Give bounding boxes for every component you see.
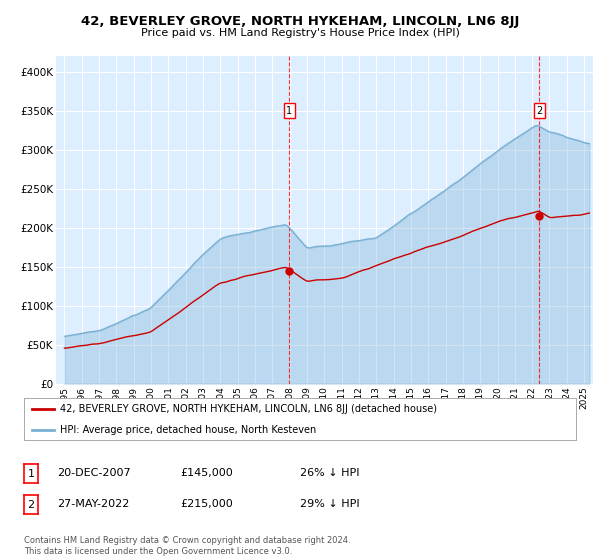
Text: HPI: Average price, detached house, North Kesteven: HPI: Average price, detached house, Nort…: [60, 426, 316, 435]
Text: 1: 1: [28, 469, 34, 479]
Text: 20-DEC-2007: 20-DEC-2007: [57, 468, 131, 478]
Text: 27-MAY-2022: 27-MAY-2022: [57, 499, 130, 509]
Text: 2: 2: [536, 106, 542, 115]
Text: 42, BEVERLEY GROVE, NORTH HYKEHAM, LINCOLN, LN6 8JJ (detached house): 42, BEVERLEY GROVE, NORTH HYKEHAM, LINCO…: [60, 404, 437, 414]
Text: 29% ↓ HPI: 29% ↓ HPI: [300, 499, 359, 509]
Text: 42, BEVERLEY GROVE, NORTH HYKEHAM, LINCOLN, LN6 8JJ: 42, BEVERLEY GROVE, NORTH HYKEHAM, LINCO…: [81, 15, 519, 27]
Text: £145,000: £145,000: [180, 468, 233, 478]
Text: 1: 1: [286, 106, 292, 115]
Text: 26% ↓ HPI: 26% ↓ HPI: [300, 468, 359, 478]
Text: 2: 2: [28, 500, 34, 510]
Text: £215,000: £215,000: [180, 499, 233, 509]
Text: Price paid vs. HM Land Registry's House Price Index (HPI): Price paid vs. HM Land Registry's House …: [140, 28, 460, 38]
Text: Contains HM Land Registry data © Crown copyright and database right 2024.
This d: Contains HM Land Registry data © Crown c…: [24, 536, 350, 556]
